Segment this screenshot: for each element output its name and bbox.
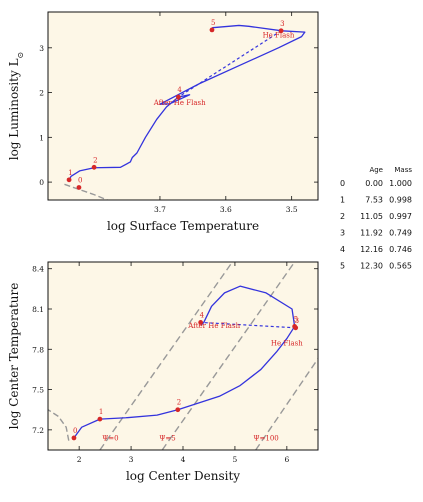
he-flash-dashed-line (200, 321, 296, 329)
y-tick-label: 3 (39, 44, 44, 53)
x-tick-label: 3 (129, 455, 134, 464)
degeneracy-line-2 (255, 358, 318, 450)
table-cell: 11.92 (360, 229, 383, 238)
y-tick-label: 7.5 (32, 386, 44, 395)
y-tick-label: 7.2 (32, 426, 44, 435)
table-cell: 1 (340, 196, 345, 205)
point-marker-0 (76, 185, 82, 190)
pre-track-dashed-line (64, 183, 108, 200)
table-cell: 7.53 (365, 196, 383, 205)
x-axis-title: log Center Density (126, 469, 240, 483)
table-cell: 5 (340, 262, 345, 271)
evolution-track-line (73, 285, 296, 439)
point-marker-5 (292, 324, 298, 329)
point-marker-1 (66, 177, 72, 183)
x-tick-label: 4 (181, 455, 186, 464)
table-cell: 0.749 (389, 229, 412, 238)
y-tick-label: 2 (39, 89, 44, 98)
point-label-3: 3 (280, 20, 284, 28)
table-cell: 2 (340, 212, 345, 221)
point-marker-0 (71, 435, 77, 441)
table-cell: 0.997 (389, 212, 412, 221)
point-marker-1 (97, 416, 103, 422)
degeneracy-line-0 (99, 262, 233, 450)
degeneracy-line-1 (161, 262, 296, 450)
table-cell: 4 (340, 245, 345, 254)
table-cell: 0.998 (389, 196, 412, 205)
point-label-2: 2 (93, 156, 97, 164)
table-cell: 3 (340, 229, 345, 238)
plot-background (48, 262, 318, 450)
annotation-he-flash: He Flash (263, 32, 295, 40)
x-tick-label: 5 (233, 455, 238, 464)
x-tick-label: 3.7 (154, 205, 166, 214)
point-marker-3 (278, 28, 284, 34)
y-tick-label: 7.8 (32, 345, 44, 354)
age-mass-table: Age Mass 0 0.00 1.000 1 7.53 0.998 2 11.05 0.997 3 1… (340, 166, 412, 271)
annotation-after-he-flash: After He Flash (153, 99, 206, 107)
table-cell: 0 (340, 179, 345, 188)
point-label-4: 4 (177, 86, 182, 94)
density-temperature-panel: 0 1 2 3 4 5 He Flash After He Flash Ψ=0 Ψ=5 Ψ=100 2… (7, 261, 319, 483)
table-cell: 0.00 (365, 179, 383, 188)
y-tick-label: 0 (39, 178, 44, 187)
table-cell: 0.746 (389, 245, 412, 254)
point-marker-4 (175, 94, 181, 100)
y-tick-label: 1 (39, 133, 44, 142)
table-cell: 11.05 (360, 212, 383, 221)
point-marker-2 (175, 407, 181, 413)
table-header-age: Age (369, 166, 383, 174)
point-label-5: 5 (294, 315, 298, 323)
y-tick-label: 8.4 (32, 265, 44, 274)
x-axis-title: log Surface Temperature (107, 219, 259, 233)
point-marker-5 (209, 27, 215, 33)
point-marker-4 (198, 320, 204, 325)
y-tick-label: 8.1 (32, 305, 44, 314)
table-header-mass: Mass (394, 166, 412, 174)
annotation-after-he-flash: After He Flash (187, 322, 240, 330)
degeneracy-label-2: Ψ=100 (253, 435, 278, 443)
point-label-1: 1 (99, 408, 103, 416)
table-cell: 12.16 (360, 245, 383, 254)
degeneracy-label-1: Ψ=5 (159, 435, 175, 443)
point-label-5: 5 (211, 19, 215, 27)
pre-track-dashed-line (48, 409, 70, 441)
point-label-2: 2 (177, 399, 181, 407)
plot-frame (47, 11, 319, 201)
table-cell: 12.30 (360, 262, 383, 271)
point-label-3: 3 (295, 317, 299, 325)
point-marker-2 (91, 164, 97, 170)
table-cell: 1.000 (389, 179, 412, 188)
x-tick-label: 3.6 (220, 205, 232, 214)
x-tick-label: 6 (284, 455, 289, 464)
y-axis-title: log Luminosity L⊙ (7, 52, 25, 161)
point-label-1: 1 (68, 169, 72, 177)
y-axis-title: log Center Temperature (7, 283, 21, 430)
he-flash-dashed-line (178, 30, 282, 98)
x-tick-label: 2 (77, 455, 82, 464)
table-cell: 0.565 (389, 262, 412, 271)
x-tick-label: 3.5 (286, 205, 298, 214)
point-label-0: 0 (78, 176, 82, 184)
annotation-he-flash: He Flash (271, 339, 303, 347)
point-label-0: 0 (73, 427, 77, 435)
degeneracy-label-0: Ψ=0 (102, 435, 118, 443)
point-label-4: 4 (200, 311, 205, 319)
